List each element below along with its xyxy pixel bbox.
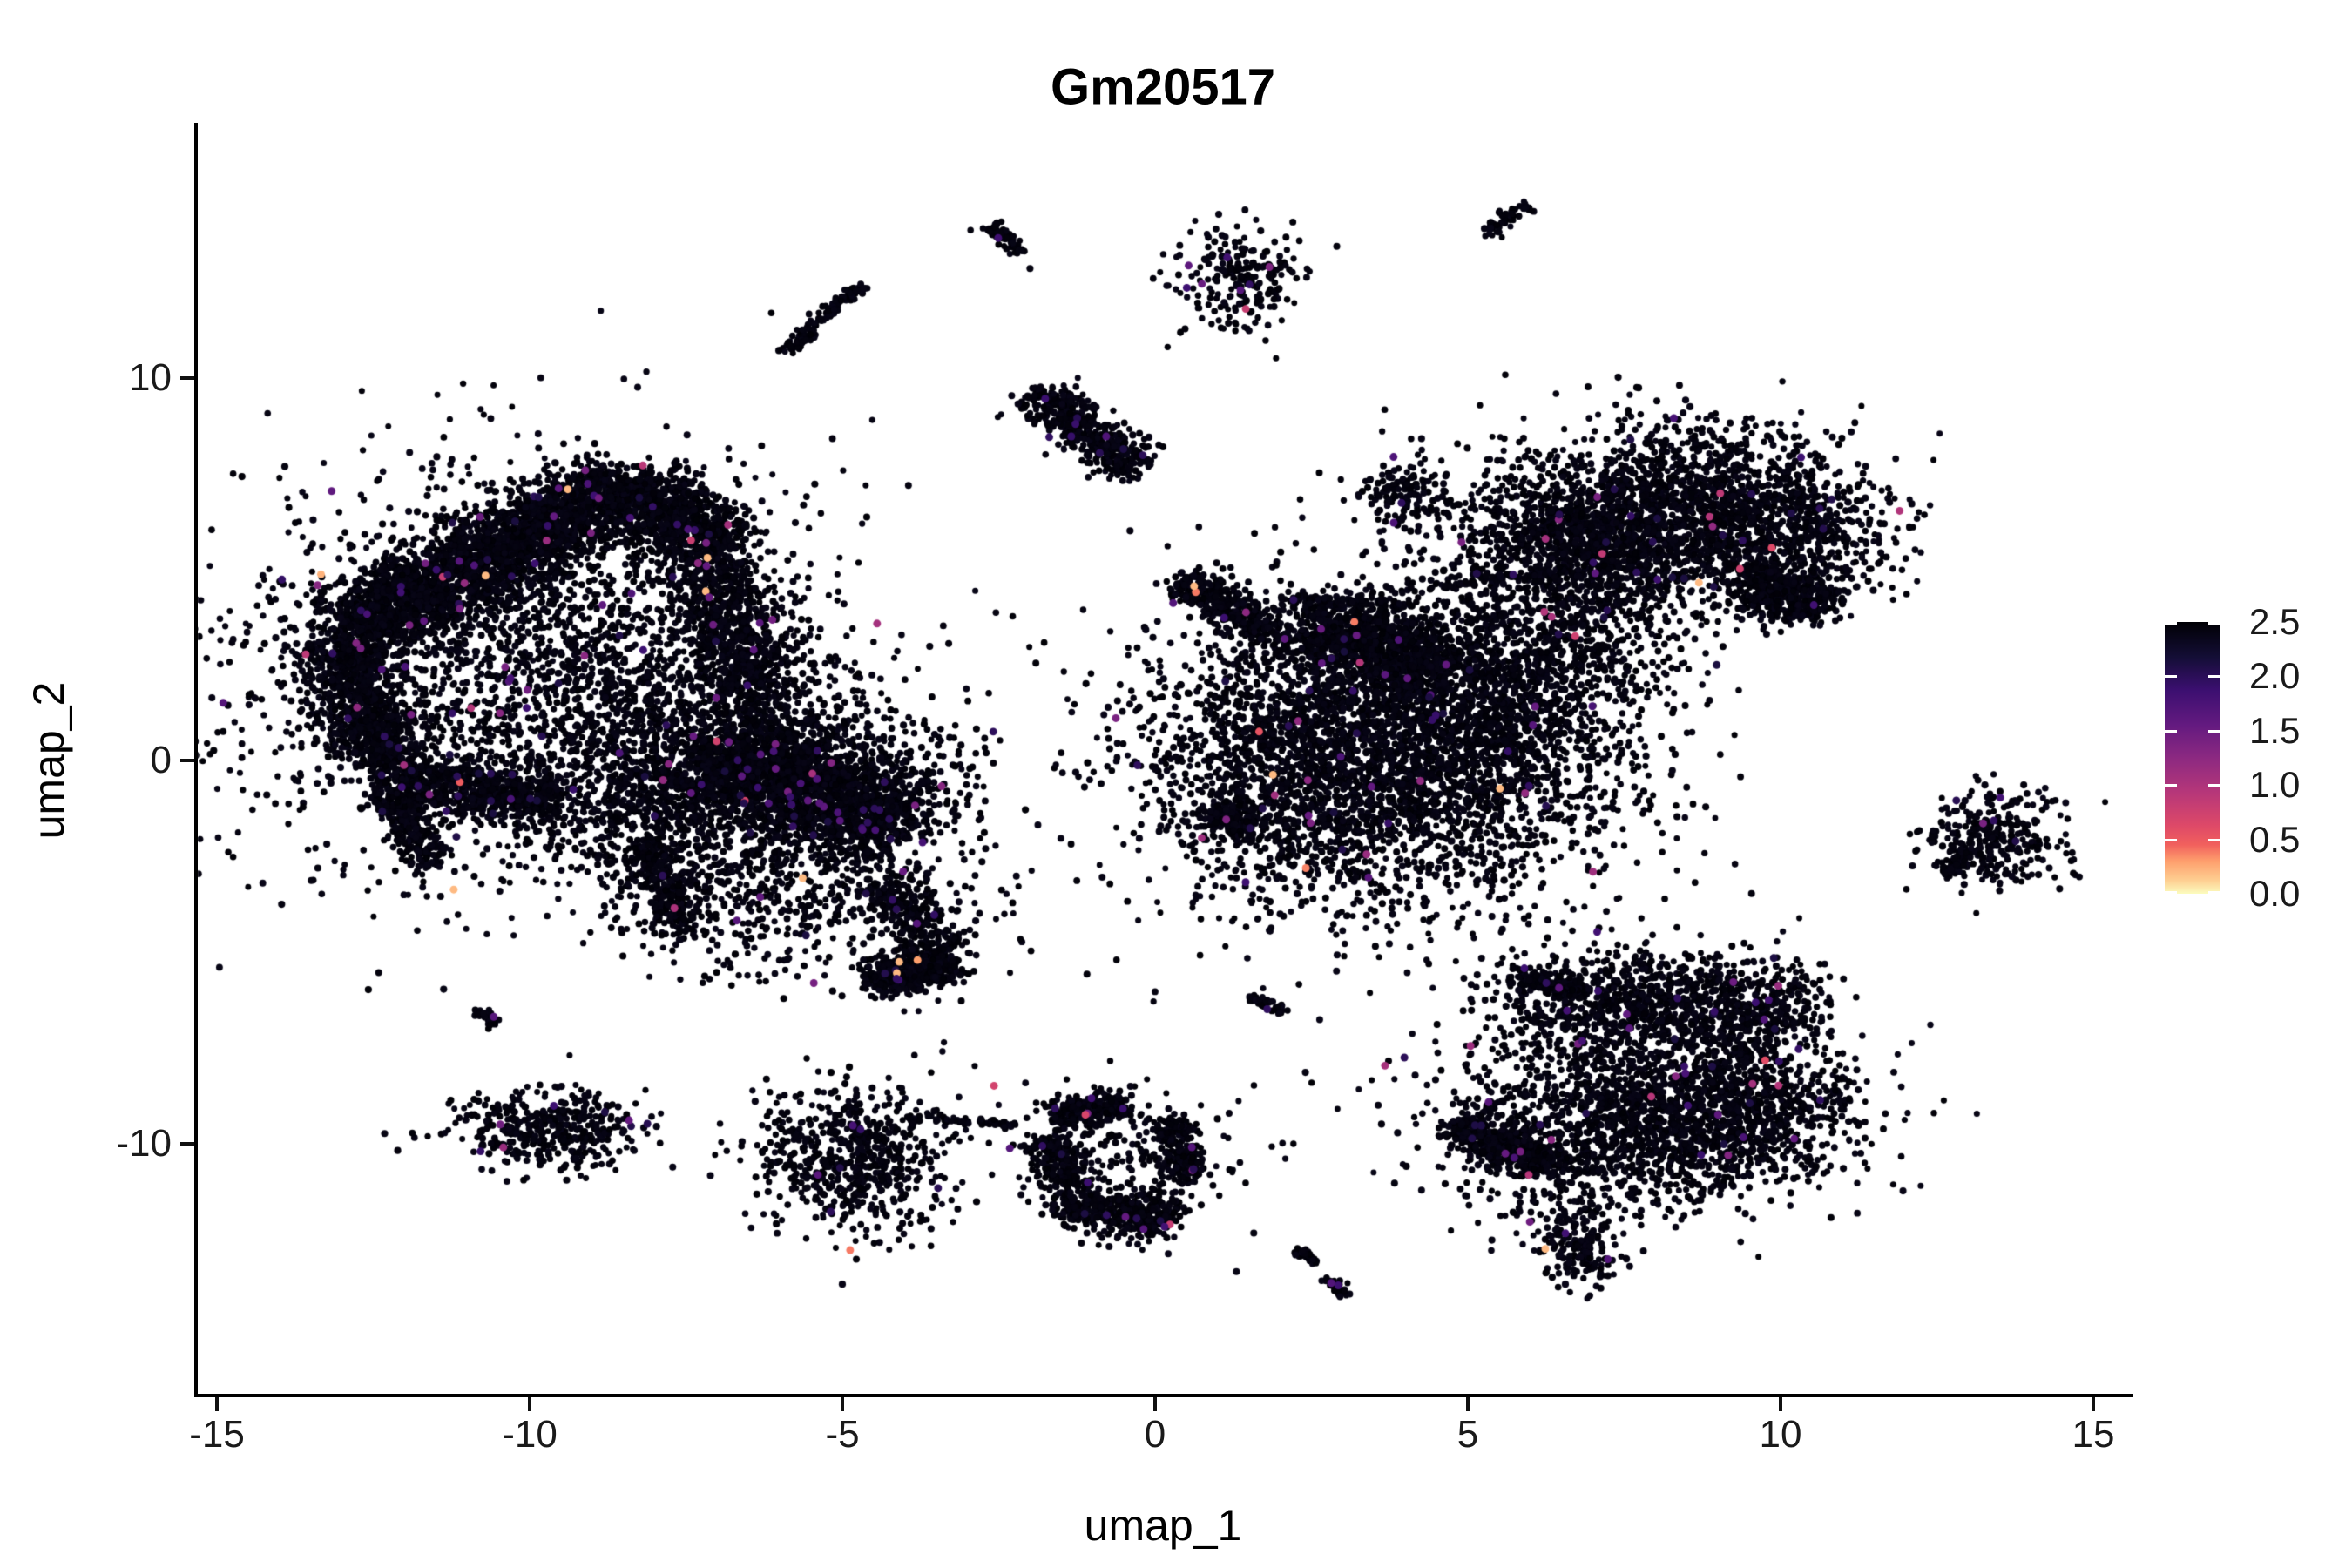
x-tick-label: 5	[1456, 1413, 1479, 1456]
legend-colorbar[interactable]	[2165, 622, 2220, 894]
x-tick-mark	[1153, 1397, 1157, 1411]
legend-label: 0.5	[2249, 818, 2301, 860]
x-tick-mark	[528, 1397, 531, 1411]
page-title: Gm20517	[1051, 58, 1275, 116]
x-tick-label: 15	[2072, 1413, 2115, 1456]
legend-tick-mark	[2165, 729, 2177, 733]
legend-tick-mark	[2165, 675, 2177, 679]
x-tick-label: -5	[825, 1413, 860, 1456]
x-tick-label: 0	[1144, 1413, 1166, 1456]
legend-tick-mark	[2208, 891, 2220, 894]
legend-tick-mark	[2208, 838, 2220, 841]
x-tick-mark	[2092, 1397, 2095, 1411]
legend-tick-mark	[2208, 622, 2220, 625]
x-tick-label: -10	[502, 1413, 558, 1456]
y-tick-label: 10	[129, 355, 172, 399]
legend-tick-mark	[2165, 838, 2177, 841]
y-tick-mark	[180, 1141, 194, 1146]
x-tick-label: -15	[189, 1413, 245, 1456]
legend-tick-mark	[2208, 675, 2220, 679]
x-tick-mark	[1466, 1397, 1470, 1411]
legend-label: 1.5	[2249, 709, 2301, 751]
legend-tick-mark	[2165, 891, 2177, 894]
y-tick-mark	[180, 375, 194, 380]
legend-tick-mark	[2208, 729, 2220, 733]
x-tick-mark	[841, 1397, 844, 1411]
legend-label: 0.0	[2249, 873, 2301, 914]
x-tick-label: 10	[1759, 1413, 1802, 1456]
legend-tick-mark	[2208, 784, 2220, 787]
x-axis-line	[194, 1394, 2133, 1397]
x-axis-title: umap_1	[1084, 1501, 1242, 1550]
y-axis-title: umap_2	[24, 681, 73, 840]
y-tick-label: -10	[116, 1121, 172, 1165]
y-tick-label: 0	[150, 739, 172, 781]
legend-label: 2.5	[2249, 601, 2301, 642]
legend-tick-mark	[2165, 622, 2177, 625]
legend-tick-mark	[2165, 784, 2177, 787]
x-tick-mark	[215, 1397, 219, 1411]
y-tick-mark	[180, 759, 194, 762]
legend-label: 1.0	[2249, 764, 2301, 806]
x-tick-mark	[1779, 1397, 1782, 1411]
y-axis-line	[194, 123, 198, 1397]
legend-label: 2.0	[2249, 655, 2301, 697]
